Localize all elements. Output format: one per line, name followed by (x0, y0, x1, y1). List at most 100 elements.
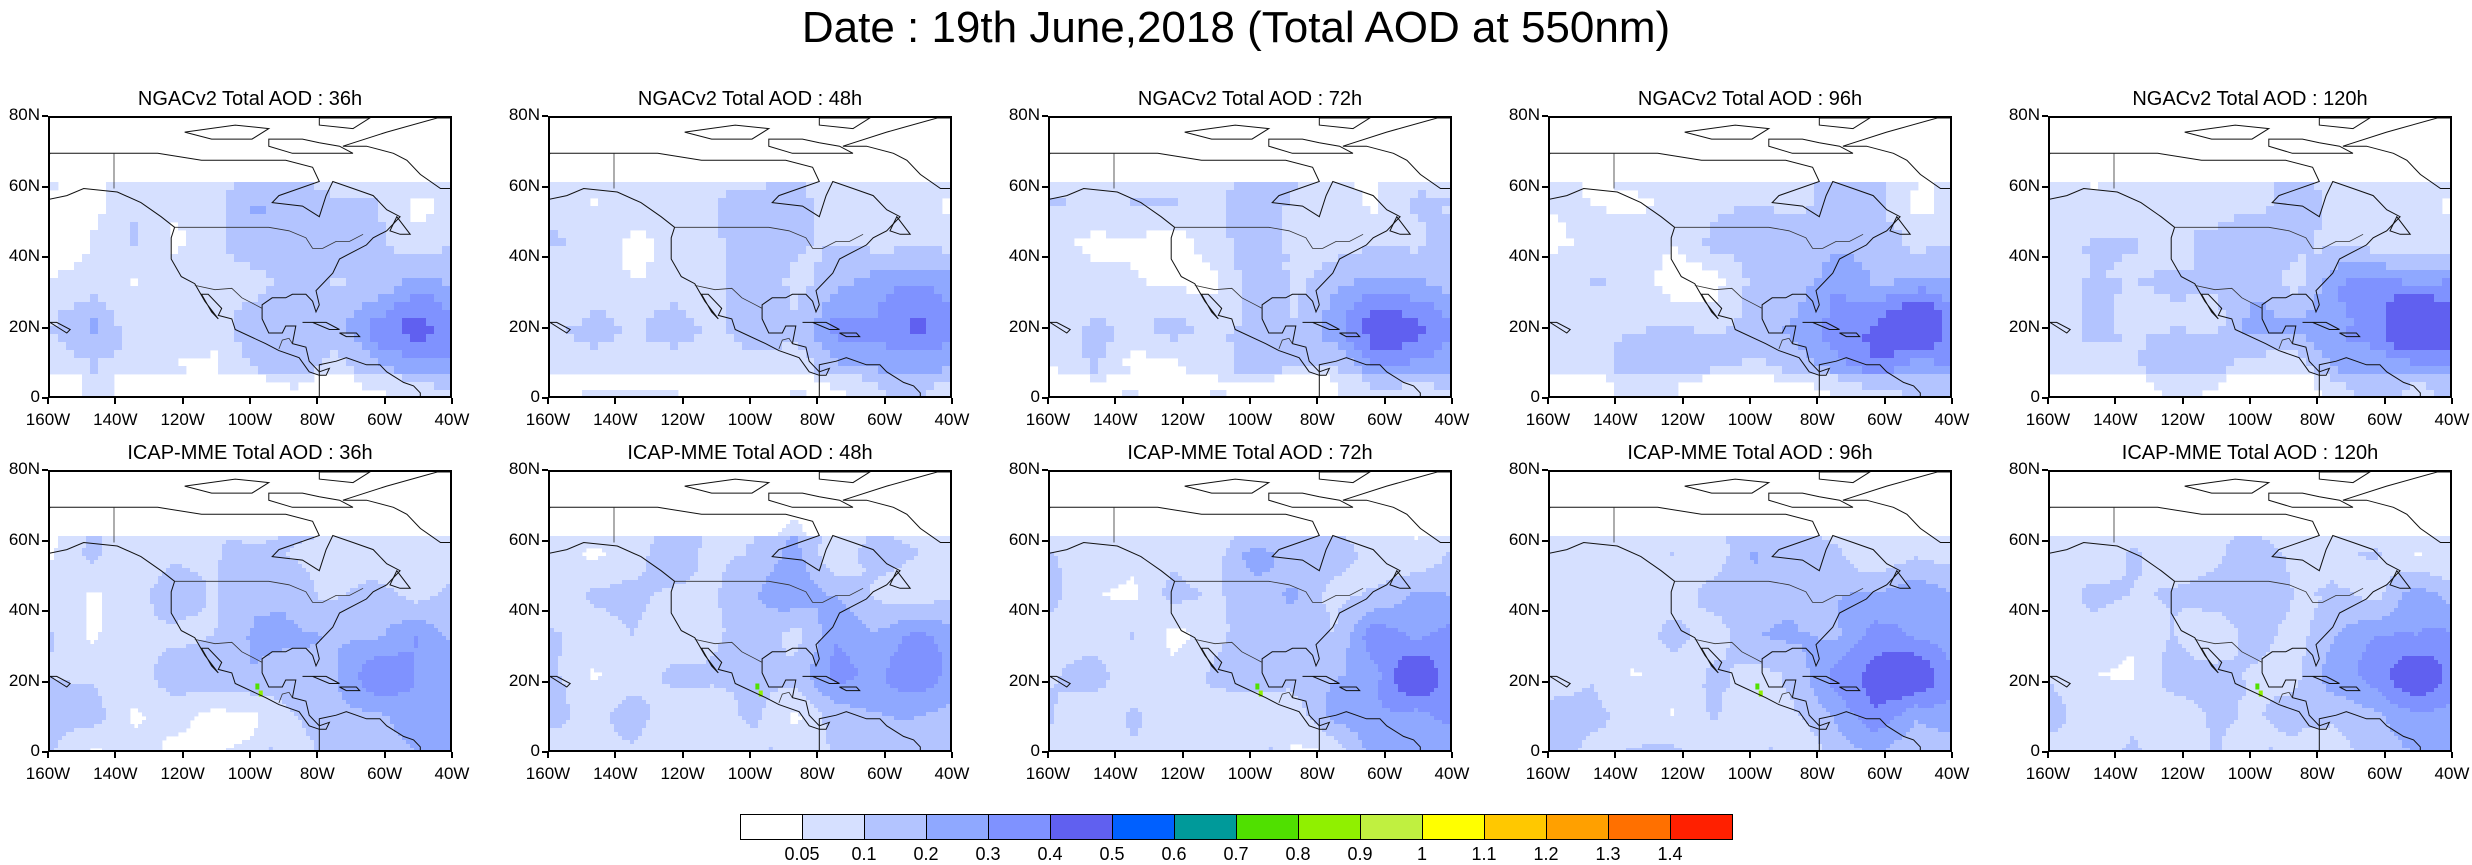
longitude-tick-label: 140W (585, 410, 645, 430)
longitude-tick-mark (951, 398, 953, 404)
longitude-tick-mark (451, 752, 453, 758)
coastline (1185, 125, 1269, 139)
coastline (2319, 472, 2370, 483)
latitude-tick-mark (1042, 115, 1048, 117)
longitude-tick-mark (316, 398, 318, 404)
coastline (843, 472, 952, 543)
longitude-tick-label: 40W (2422, 764, 2472, 784)
latitude-tick-label: 20N (0, 671, 40, 691)
longitude-tick-mark (114, 398, 116, 404)
longitude-tick-label: 100W (720, 764, 780, 784)
longitude-tick-mark (1182, 398, 1184, 404)
coastline (1769, 139, 1853, 153)
latitude-tick-label: 20N (1988, 317, 2040, 337)
latitude-tick-label: 40N (1988, 600, 2040, 620)
coastline (269, 493, 353, 507)
longitude-tick-mark (2047, 398, 2049, 404)
longitude-tick-label: 80W (287, 410, 347, 430)
latitude-tick-label: 20N (488, 317, 540, 337)
latitude-tick-label: 80N (1988, 105, 2040, 125)
longitude-tick-label: 160W (2018, 410, 2078, 430)
coastline (1819, 118, 1870, 129)
longitude-tick-mark (1114, 752, 1116, 758)
latitude-tick-mark (1042, 681, 1048, 683)
aod-map (48, 116, 452, 398)
longitude-tick-mark (1682, 752, 1684, 758)
longitude-tick-mark (316, 752, 318, 758)
latitude-tick-label: 80N (988, 105, 1040, 125)
longitude-tick-mark (1384, 752, 1386, 758)
aod-map (2048, 116, 2452, 398)
latitude-tick-label: 80N (488, 459, 540, 479)
longitude-tick-mark (384, 752, 386, 758)
panel-title: NGACv2 Total AOD : 120h (2008, 88, 2472, 111)
longitude-tick-mark (182, 752, 184, 758)
longitude-tick-label: 140W (85, 410, 145, 430)
longitude-tick-label: 80W (1287, 764, 1347, 784)
colorbar-swatch (1112, 814, 1175, 840)
coastline (2269, 493, 2353, 507)
latitude-tick-mark (2042, 610, 2048, 612)
longitude-tick-label: 120W (153, 764, 213, 784)
aod-field (50, 118, 452, 398)
latitude-tick-mark (2042, 327, 2048, 329)
longitude-tick-label: 140W (1585, 764, 1645, 784)
latitude-tick-label: 0 (988, 387, 1040, 407)
longitude-tick-label: 160W (518, 410, 578, 430)
latitude-tick-mark (2042, 681, 2048, 683)
coastline (1685, 125, 1769, 139)
latitude-tick-mark (42, 540, 48, 542)
longitude-tick-label: 140W (2085, 764, 2145, 784)
longitude-tick-mark (2182, 752, 2184, 758)
longitude-tick-label: 120W (653, 410, 713, 430)
longitude-tick-label: 120W (1153, 410, 1213, 430)
latitude-tick-label: 60N (1988, 530, 2040, 550)
colorbar-swatch (740, 814, 803, 840)
longitude-tick-label: 40W (1422, 764, 1482, 784)
latitude-tick-mark (542, 115, 548, 117)
latitude-tick-label: 0 (0, 387, 40, 407)
latitude-tick-label: 40N (0, 246, 40, 266)
aod-map (48, 470, 452, 752)
colorbar-swatch (1298, 814, 1361, 840)
coastline (1819, 472, 1870, 483)
latitude-tick-label: 40N (488, 600, 540, 620)
longitude-tick-label: 140W (585, 764, 645, 784)
latitude-tick-label: 60N (0, 176, 40, 196)
longitude-tick-mark (816, 752, 818, 758)
latitude-tick-label: 0 (988, 741, 1040, 761)
latitude-tick-mark (42, 115, 48, 117)
longitude-tick-mark (2114, 398, 2116, 404)
coastline (343, 472, 452, 543)
latitude-tick-mark (2042, 186, 2048, 188)
aod-field (1550, 472, 1952, 752)
longitude-tick-mark (182, 398, 184, 404)
longitude-tick-mark (2316, 752, 2318, 758)
longitude-tick-mark (1547, 398, 1549, 404)
coastline (1319, 472, 1370, 483)
latitude-tick-label: 80N (1988, 459, 2040, 479)
latitude-tick-mark (1042, 610, 1048, 612)
longitude-tick-mark (2249, 398, 2251, 404)
longitude-tick-label: 120W (653, 764, 713, 784)
latitude-tick-label: 60N (488, 530, 540, 550)
longitude-tick-label: 160W (1518, 764, 1578, 784)
longitude-tick-label: 60W (355, 764, 415, 784)
longitude-tick-label: 120W (1653, 764, 1713, 784)
latitude-tick-label: 80N (988, 459, 1040, 479)
longitude-tick-label: 160W (18, 410, 78, 430)
longitude-tick-label: 40W (1922, 410, 1982, 430)
aod-field (2050, 118, 2452, 398)
panel-title: NGACv2 Total AOD : 96h (1508, 88, 1992, 111)
aod-field (550, 118, 952, 398)
latitude-tick-mark (2042, 540, 2048, 542)
longitude-tick-mark (2316, 398, 2318, 404)
longitude-tick-label: 40W (422, 410, 482, 430)
longitude-tick-label: 100W (2220, 410, 2280, 430)
longitude-tick-mark (1884, 398, 1886, 404)
latitude-tick-mark (2042, 469, 2048, 471)
latitude-tick-label: 40N (1488, 600, 1540, 620)
longitude-tick-mark (1816, 398, 1818, 404)
longitude-tick-mark (682, 398, 684, 404)
coastline (1343, 472, 1452, 543)
